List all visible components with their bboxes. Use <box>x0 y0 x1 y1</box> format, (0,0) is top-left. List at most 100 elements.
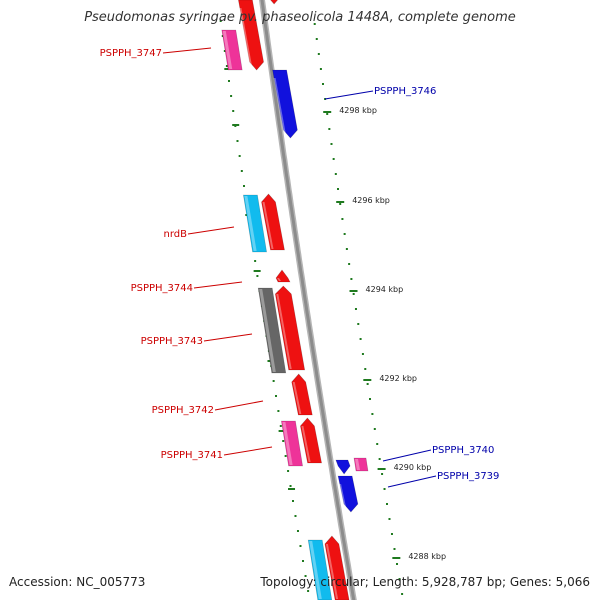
outer-track-dot <box>332 158 335 160</box>
gene-3741-red-feature-shine <box>301 426 311 462</box>
label-leader-lines <box>162 47 437 488</box>
gene-3742-red-feature <box>291 373 313 416</box>
leader-line <box>162 47 212 54</box>
inner-track-dot <box>304 575 307 577</box>
gene-label: PSPPH_3746 <box>374 86 436 97</box>
kbp-tick-label: 4290 kbp <box>394 463 432 472</box>
inner-track-dot <box>238 155 241 157</box>
outer-track-dot <box>357 323 360 325</box>
inner-track-dot <box>284 455 287 457</box>
outer-track-dot <box>361 353 364 355</box>
gene-nrdB-red-feature <box>261 193 285 251</box>
gene-3742-red-feature-shine <box>292 382 302 414</box>
gene-3747-red-feature <box>238 0 264 71</box>
gene-label: PSPPH_3740 <box>432 445 494 456</box>
top-clipped-feature <box>270 0 278 5</box>
inner-track-dot <box>299 545 302 547</box>
outer-track-dot <box>354 308 357 310</box>
inner-track-dot <box>296 530 299 532</box>
inner-track-dot <box>236 140 239 142</box>
leader-line <box>382 449 432 462</box>
kbp-tick-mark <box>363 379 372 381</box>
bottom-red-feature <box>324 535 350 600</box>
gene-3746-blue-feature <box>272 69 298 139</box>
gene-3743-gray-feature <box>257 287 287 374</box>
gene-3741-pink-feature-shine <box>282 422 293 465</box>
gene-label: PSPPH_3744 <box>131 283 193 294</box>
outer-track-dot <box>373 428 376 430</box>
gene-3740-pink-feature <box>353 457 369 472</box>
outer-track-dot <box>350 278 353 280</box>
leader-line <box>214 400 264 411</box>
map-title: Pseudomonas syringae pv. phaseolicola 14… <box>84 10 516 25</box>
gene-features <box>221 0 369 600</box>
inner-track-dot <box>282 440 285 442</box>
leader-line <box>193 281 243 289</box>
outer-track-dot <box>345 248 348 250</box>
inner-track-dot <box>254 260 257 262</box>
gene-3740-pink-feature-shine <box>355 459 360 470</box>
kbp-tick-label: 4298 kbp <box>339 106 377 115</box>
top-clipped-feature-shine <box>266 0 271 3</box>
inner-track-tick <box>232 124 240 126</box>
leader-line <box>324 90 374 100</box>
inner-track-dot <box>240 170 243 172</box>
outer-track-dot <box>376 443 379 445</box>
kbp-tick-mark <box>336 201 345 203</box>
gene-3747-pink-feature <box>221 29 243 71</box>
kbp-tick-mark <box>323 111 332 113</box>
outer-track-dot <box>390 533 393 535</box>
outer-track-dot <box>315 38 318 40</box>
gene-labels: PSPPH_3747 PSPPH_3746 nrdB PSPPH_3744 PSPPH_… <box>100 48 500 482</box>
inner-track-dot <box>279 425 282 427</box>
inner-track-dot <box>256 275 259 277</box>
gene-3743-red-feature <box>274 285 306 371</box>
outer-track-dot <box>381 473 384 475</box>
kbp-tick-label: 4292 kbp <box>379 374 417 383</box>
inner-track-dot <box>275 395 278 397</box>
inner-track-dot <box>225 65 228 67</box>
outer-track-dot <box>321 83 324 85</box>
gene-nrdB-cyan-feature-shine <box>244 196 257 251</box>
gene-3746-blue-feature-shine <box>273 78 287 137</box>
outer-track-dot <box>343 233 346 235</box>
outer-track-dot <box>378 458 381 460</box>
outer-track-dot <box>352 293 355 295</box>
leader-line <box>187 226 235 235</box>
inner-track-dot <box>232 110 235 112</box>
inner-track-dot <box>227 80 230 82</box>
bottom-cyan-feature-shine <box>309 541 322 599</box>
outer-track-dot <box>366 383 369 385</box>
gene-label: PSPPH_3743 <box>141 336 203 347</box>
outer-track-dot <box>393 548 396 550</box>
inner-track-dot <box>277 410 280 412</box>
gene-nrdB-cyan-feature <box>243 194 267 253</box>
inner-track-dot <box>219 20 222 22</box>
kbp-tick-mark <box>377 468 386 470</box>
bottom-cyan-feature <box>307 539 333 600</box>
gene-3739-blue-feature-shine <box>339 484 347 511</box>
genome-summary: Topology: circular; Length: 5,928,787 bp… <box>260 575 590 589</box>
gene-3740-blue-feature <box>335 459 351 475</box>
inner-track-tick <box>253 270 261 272</box>
gene-nrdB-red-feature-shine <box>262 202 274 249</box>
outer-track-dot <box>364 368 367 370</box>
inner-track-dot <box>302 560 305 562</box>
outer-track-dot <box>369 398 372 400</box>
kbp-tick-label: 4294 kbp <box>366 285 404 294</box>
gene-label: nrdB <box>164 229 188 240</box>
gene-3747-red-feature-shine <box>239 8 253 69</box>
inner-track-dot <box>287 470 290 472</box>
inner-track-tick <box>278 430 286 432</box>
inner-track-dot <box>272 380 275 382</box>
gene-label: PSPPH_3741 <box>161 450 223 461</box>
kbp-tick-mark <box>349 290 358 292</box>
gene-3744-red-feature <box>275 269 291 283</box>
outer-track-dot <box>330 143 333 145</box>
accession-text: Accession: NC_005773 <box>9 575 146 589</box>
outer-track-dot <box>317 53 320 55</box>
gene-3744-red-feature-shine <box>277 278 281 281</box>
kbp-tick-labels: 4298 kbp 4296 kbp 4294 kbp 4292 kbp 4290 kbp… <box>323 106 446 561</box>
outer-track-dot <box>313 23 316 25</box>
